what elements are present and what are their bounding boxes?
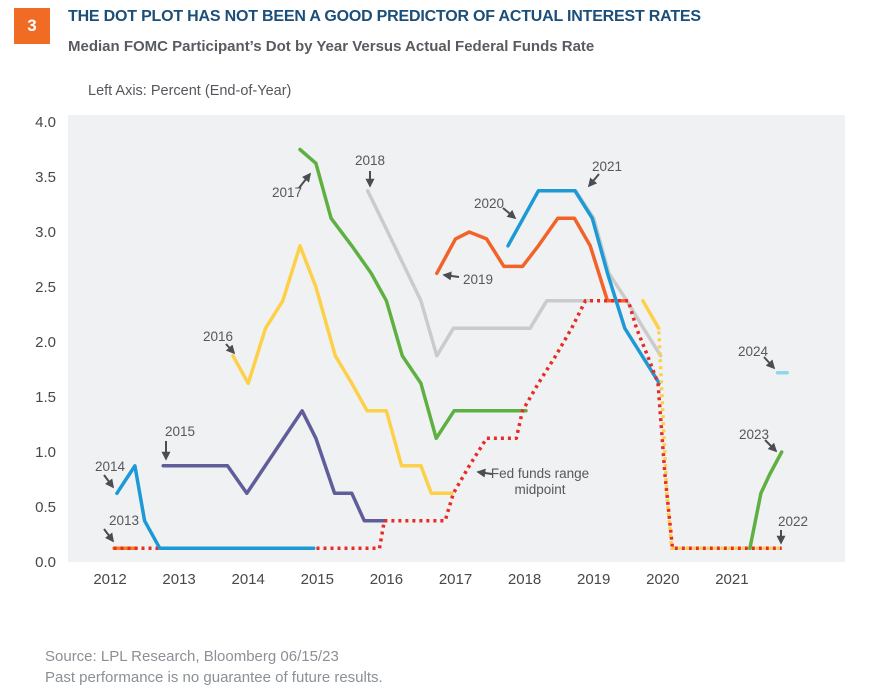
y-tick-label: 0.0 xyxy=(35,554,56,571)
annotation-arrow-icon xyxy=(103,528,115,543)
source-block: Source: LPL Research, Bloomberg 06/15/23… xyxy=(45,646,383,688)
figure-number-badge: 3 xyxy=(14,8,50,44)
annotation-arrow-icon xyxy=(502,207,517,220)
annotation-label: 2016 xyxy=(203,329,233,344)
x-tick-label: 2019 xyxy=(577,571,610,588)
y-tick-label: 0.5 xyxy=(35,499,56,516)
y-tick-label: 2.0 xyxy=(35,334,56,351)
annotation-label: midpoint xyxy=(514,482,565,497)
annotation-arrow-icon xyxy=(103,474,115,489)
plot-area xyxy=(68,115,845,562)
annotation-label: 2024 xyxy=(738,344,769,359)
series-fed-funds-midpoint-line xyxy=(113,299,782,551)
annotation-label: 2013 xyxy=(109,513,139,528)
annotation-arrow-icon xyxy=(298,172,312,189)
disclaimer-line: Past performance is no guarantee of futu… xyxy=(45,669,383,686)
y-tick-label: 3.0 xyxy=(35,224,56,241)
annotation-arrow-icon xyxy=(764,439,778,453)
x-tick-label: 2020 xyxy=(646,571,679,588)
annotation-label: 2023 xyxy=(739,427,769,442)
annotation-arrow-icon xyxy=(763,356,776,370)
y-tick-label: 1.0 xyxy=(35,444,56,461)
series-2014-dots-line xyxy=(115,464,316,551)
series-2016-dots-line xyxy=(231,244,454,496)
series-2018-dots-line xyxy=(365,189,594,358)
annotation-arrow-icon xyxy=(476,468,493,478)
y-tick-label: 1.5 xyxy=(35,389,56,406)
x-tick-label: 2018 xyxy=(508,571,541,588)
series-2023-dots-line xyxy=(748,450,784,551)
annotation-label: 2017 xyxy=(272,185,302,200)
annotation-label: 2019 xyxy=(463,272,493,287)
y-tick-label: 4.0 xyxy=(35,114,56,131)
series-2022-dots-solid-line xyxy=(641,299,661,331)
x-tick-label: 2013 xyxy=(162,571,195,588)
annotation-label: 2020 xyxy=(474,196,504,211)
annotation-label: 2014 xyxy=(95,459,126,474)
series-2019-dots-line xyxy=(435,216,627,303)
annotation-arrow-icon xyxy=(442,271,460,281)
annotation-label: Fed funds range xyxy=(491,466,589,481)
annotation-label: 2022 xyxy=(778,514,808,529)
y-tick-label: 3.5 xyxy=(35,169,56,186)
series-2020-dots-line xyxy=(506,189,662,386)
source-line: Source: LPL Research, Bloomberg 06/15/23 xyxy=(45,648,339,665)
chart-subtitle: Median FOMC Participant’s Dot by Year Ve… xyxy=(68,38,595,55)
x-tick-label: 2017 xyxy=(439,571,472,588)
y-tick-label: 2.5 xyxy=(35,279,56,296)
annotation-label: 2021 xyxy=(592,159,622,174)
x-tick-label: 2014 xyxy=(232,571,265,588)
annotation-arrow-icon xyxy=(225,343,236,355)
axis-note: Left Axis: Percent (End-of-Year) xyxy=(88,83,292,99)
x-tick-label: 2021 xyxy=(715,571,748,588)
annotation-label: 2015 xyxy=(165,424,195,439)
series-2017-dots-line xyxy=(298,147,528,441)
chart-title: THE DOT PLOT HAS NOT BEEN A GOOD PREDICT… xyxy=(68,8,701,25)
annotation-arrow-icon xyxy=(587,173,600,188)
x-tick-label: 2015 xyxy=(301,571,334,588)
series-2022-dots-projection-line xyxy=(656,328,781,551)
x-tick-label: 2012 xyxy=(93,571,126,588)
annotation-label: 2018 xyxy=(355,153,385,168)
series-2015-dots-line xyxy=(161,409,387,523)
x-tick-label: 2016 xyxy=(370,571,403,588)
